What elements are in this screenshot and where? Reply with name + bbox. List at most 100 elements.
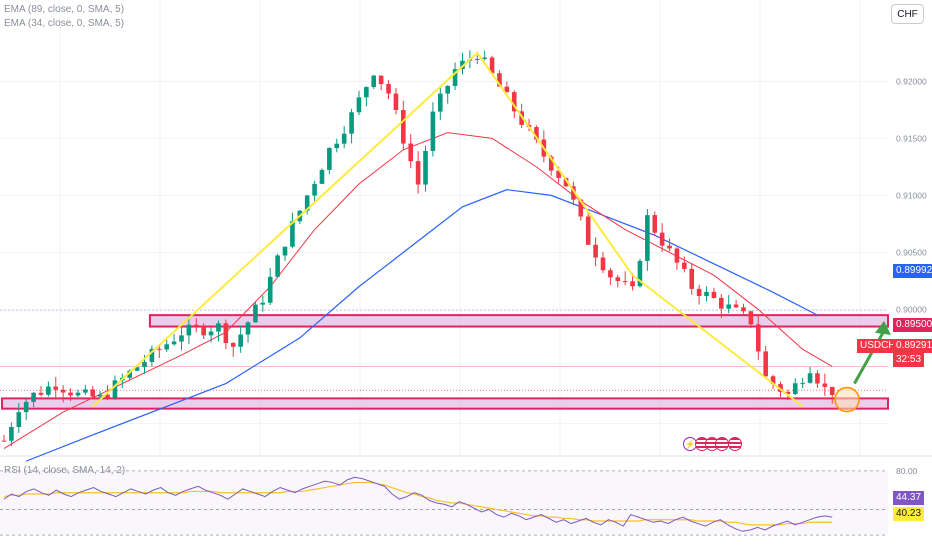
candle-body: [733, 304, 739, 308]
symbol-tag: USDCHF: [857, 339, 905, 353]
candle-body: [504, 86, 510, 93]
candle-body: [778, 384, 783, 392]
candle-body: [356, 97, 362, 113]
support-resistance-zone: [1, 397, 889, 410]
candle-body: [815, 373, 820, 384]
rsi-value-tag: 44.37: [893, 491, 925, 505]
candle-body: [556, 170, 561, 178]
candle-body: [792, 383, 798, 395]
price-axis[interactable]: 0.92000 0.91500 0.91000 0.90500 0.90000: [896, 76, 927, 314]
rsi-background: [0, 456, 932, 550]
candle-body: [637, 260, 643, 287]
candle-body: [430, 111, 436, 151]
price-axis-tick: 0.91000: [896, 190, 927, 200]
candle-body: [53, 386, 59, 390]
candle-body: [97, 394, 103, 397]
candle-body: [386, 84, 391, 94]
candle-body: [193, 324, 199, 327]
us-flag-icon[interactable]: [728, 437, 742, 451]
rsi-ma-value-tag: 40.23: [893, 507, 925, 521]
candle-body: [489, 57, 495, 74]
rsi-axis-tick: 80.00: [896, 466, 918, 476]
candle-body: [201, 326, 206, 336]
us-flag-icon[interactable]: [715, 437, 729, 451]
candle-body: [282, 246, 288, 256]
candle-body: [452, 69, 458, 86]
candle-body: [60, 389, 66, 393]
projection-arrow-head: [875, 320, 891, 335]
candle-body: [134, 367, 140, 371]
candle-body: [770, 376, 776, 385]
bar-countdown-tag: 32:53: [893, 353, 925, 367]
candle-body: [238, 334, 243, 347]
candle-body: [408, 143, 414, 162]
candle-body: [16, 412, 22, 427]
candle-body: [90, 389, 96, 397]
candle-body: [253, 304, 258, 323]
candle-body: [763, 351, 768, 377]
last-price-tag: 0.89291: [893, 339, 932, 353]
candle-body: [585, 216, 591, 245]
candle-body: [186, 324, 192, 336]
price-axis-tick: 0.92000: [896, 76, 927, 86]
candle-body: [682, 262, 687, 269]
candle-body: [378, 75, 384, 85]
candle-body: [38, 392, 44, 395]
candle-body: [171, 341, 177, 345]
candle-body: [615, 277, 621, 282]
candle-body: [142, 361, 147, 368]
candle-body: [9, 426, 14, 441]
candle-body: [534, 127, 539, 140]
candle-body: [216, 323, 221, 332]
candle-body: [83, 389, 88, 393]
support-resistance-zone: [148, 314, 889, 328]
candle-body: [622, 281, 628, 283]
candle-body: [223, 323, 229, 343]
candle-body: [208, 331, 214, 336]
candle-body: [755, 324, 761, 352]
candle-body: [563, 177, 569, 187]
candle-body: [748, 311, 754, 325]
candle-body: [275, 255, 280, 277]
candle-body: [127, 370, 133, 378]
currency-button[interactable]: CHF: [891, 4, 924, 24]
candle-body: [511, 92, 517, 112]
candle-body: [341, 133, 347, 144]
level-price-tag: 0.89500: [893, 318, 932, 332]
candle-body: [829, 386, 835, 395]
candle-body: [31, 392, 36, 402]
candle-body: [571, 186, 576, 200]
candle-body: [393, 93, 399, 110]
candle-body: [741, 307, 746, 312]
candle-body: [711, 291, 717, 298]
candle-body: [46, 386, 51, 395]
indicator-legend-ema89[interactable]: EMA (89, close, 0, SMA, 5): [4, 4, 125, 15]
indicator-legend-rsi[interactable]: RSI (14, close, SMA, 14, 2): [4, 465, 126, 476]
candle-body: [704, 291, 709, 297]
candle-body: [696, 288, 702, 297]
indicator-legend-ema34[interactable]: EMA (34, close, 0, SMA, 5): [4, 18, 125, 29]
candle-body: [438, 93, 443, 112]
candle-body: [630, 281, 635, 287]
candle-body: [319, 169, 325, 184]
price-axis-tick: 0.90000: [896, 304, 927, 314]
candle-body: [423, 150, 428, 185]
moving-averages: [3, 132, 833, 462]
candle-body: [578, 199, 584, 217]
candles: [1, 50, 835, 446]
ema34-line: [3, 132, 833, 450]
candle-body: [164, 344, 169, 350]
rsi-pane[interactable]: 80.00: [0, 466, 918, 536]
candle-body: [23, 401, 29, 413]
candle-body: [371, 75, 377, 88]
candle-body: [482, 57, 487, 59]
candle-body: [659, 232, 665, 246]
candle-body: [112, 380, 118, 398]
price-axis-tick: 0.91500: [896, 133, 927, 143]
candle-body: [349, 112, 354, 134]
candle-body: [327, 148, 332, 170]
price-axis-tick: 0.90500: [896, 247, 927, 257]
